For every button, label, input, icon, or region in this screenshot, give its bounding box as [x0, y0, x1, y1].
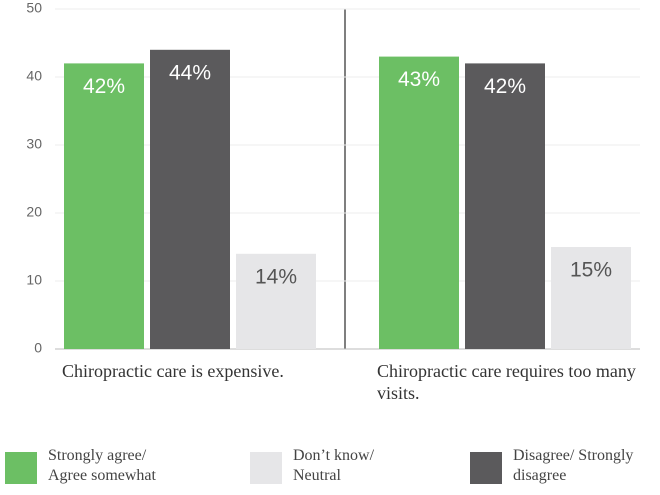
y-tick-label: 10	[26, 272, 42, 288]
legend-label: Don’t know/ Neutral	[293, 447, 375, 484]
y-tick-label: 0	[34, 340, 42, 356]
value-label: 15%	[570, 259, 612, 282]
value-label: 42%	[83, 75, 125, 98]
value-label: 14%	[255, 265, 297, 288]
bar	[379, 56, 459, 349]
value-label: 42%	[484, 75, 526, 98]
legend-swatch	[5, 452, 37, 484]
bar	[236, 253, 316, 349]
category-label: Chiropractic care is expensive.	[62, 361, 284, 381]
category-label: Chiropractic care requires too many visi…	[377, 361, 636, 403]
legend-label: Disagree/ Strongly disagree	[513, 447, 634, 484]
legend-swatch	[470, 452, 502, 484]
value-label: 44%	[169, 61, 211, 84]
value-label: 43%	[398, 68, 440, 91]
y-tick-label: 30	[26, 136, 42, 152]
y-tick-label: 20	[26, 204, 42, 220]
y-tick-label: 40	[26, 68, 42, 84]
bar	[551, 247, 631, 349]
bar	[465, 63, 545, 350]
bar	[64, 63, 144, 350]
legend-swatch	[250, 452, 282, 484]
y-tick-label: 50	[26, 0, 42, 16]
bar	[150, 49, 230, 350]
legend-label: Strongly agree/ Agree somewhat	[48, 447, 156, 484]
